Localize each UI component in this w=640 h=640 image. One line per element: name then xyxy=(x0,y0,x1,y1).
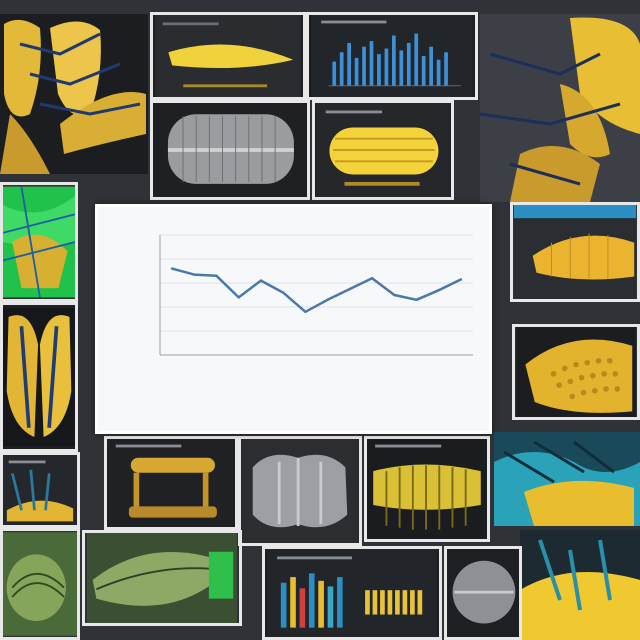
data-point xyxy=(215,274,218,277)
yellow-anatomy-right-illustration xyxy=(480,14,640,202)
yellow-teal-bottom-right-illustration xyxy=(520,530,640,640)
tile-yellow-teal-bottom-right xyxy=(520,530,640,640)
tile-green-leaf-bottom xyxy=(82,530,242,626)
green-seed-illustration xyxy=(3,532,77,636)
tile-yellow-teeth xyxy=(364,436,490,542)
grey-disc-illustration xyxy=(447,549,519,637)
yellow-petals-illustration xyxy=(3,307,75,447)
data-point xyxy=(415,298,418,301)
data-point xyxy=(281,291,285,294)
green-plant-illustration xyxy=(3,186,75,298)
data-point xyxy=(393,293,396,297)
series-line xyxy=(171,267,462,314)
tile-teal-coral xyxy=(494,432,640,526)
teal-coral-illustration xyxy=(494,432,640,526)
tile-grey-cylinder xyxy=(150,100,310,200)
data-point xyxy=(348,287,352,291)
data-point xyxy=(237,296,240,299)
tile-grey-disc xyxy=(444,546,522,640)
yellow-leaf-illustration xyxy=(155,15,301,97)
grey-cylinder-illustration xyxy=(154,103,306,197)
tile-grey-organ xyxy=(238,436,362,546)
yellow-anatomy-illustration xyxy=(0,14,148,174)
data-point xyxy=(304,310,307,313)
blue-bar-graph-illustration xyxy=(311,15,473,97)
data-point xyxy=(170,267,174,270)
grey-organ-illustration xyxy=(241,439,359,543)
tile-yellow-leaf xyxy=(150,12,306,100)
tile-yellow-anatomy-top-right xyxy=(480,14,640,202)
yellow-slug-illustration xyxy=(513,205,637,299)
tile-yellow-roots xyxy=(0,452,80,528)
tile-blue-bar-graph xyxy=(306,12,478,100)
line-chart xyxy=(159,234,473,356)
tile-yellow-capsule xyxy=(312,100,454,200)
yellow-honeycomb-illustration xyxy=(516,327,636,417)
data-point xyxy=(370,277,374,280)
chart-series xyxy=(170,267,463,314)
green-leaf-bottom-illustration xyxy=(87,533,237,623)
data-point xyxy=(259,279,263,282)
data-point xyxy=(326,298,329,301)
tile-yellow-mushroom xyxy=(104,436,238,530)
line-chart-card xyxy=(95,204,492,434)
data-point xyxy=(459,278,463,281)
yellow-roots-illustration xyxy=(3,455,77,525)
tile-yellow-petals xyxy=(0,302,78,452)
tile-green-seed xyxy=(0,528,80,640)
yellow-mushroom-illustration xyxy=(108,439,234,527)
yellow-teeth-illustration xyxy=(367,439,487,539)
data-point xyxy=(437,289,440,292)
chart-gridlines xyxy=(160,234,473,332)
multicolor-bars-illustration xyxy=(267,549,437,637)
tile-yellow-anatomy-top-left xyxy=(0,14,148,174)
data-point xyxy=(193,273,196,276)
tile-yellow-slug xyxy=(510,202,640,302)
tile-multicolor-bars xyxy=(262,546,442,640)
yellow-capsule-illustration xyxy=(316,103,450,197)
tile-green-plant xyxy=(0,182,78,302)
tile-yellow-honeycomb xyxy=(512,324,640,420)
